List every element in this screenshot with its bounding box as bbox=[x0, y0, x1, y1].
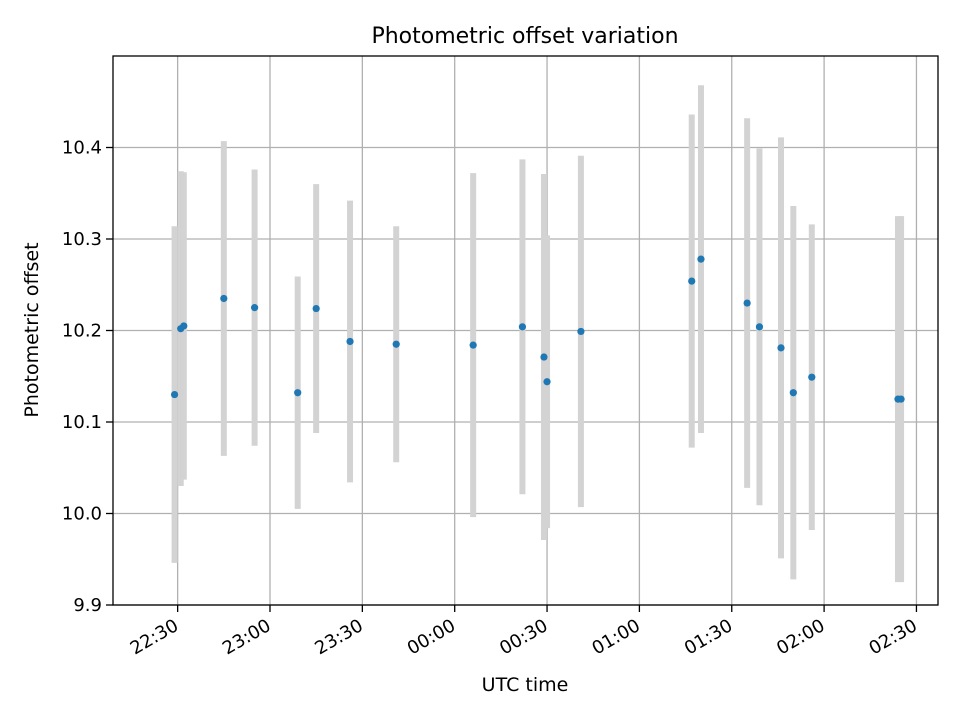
error-bars bbox=[171, 85, 905, 583]
data-point bbox=[180, 322, 188, 330]
x-axis-label: UTC time bbox=[482, 674, 569, 696]
data-point bbox=[220, 294, 228, 303]
y-tick-label: 10.1 bbox=[62, 412, 102, 433]
data-point bbox=[777, 344, 785, 352]
data-point bbox=[518, 323, 527, 331]
data-point bbox=[697, 255, 705, 263]
data-point bbox=[577, 327, 585, 336]
data-point bbox=[392, 340, 400, 348]
x-tick-label: 22:30 bbox=[127, 615, 182, 659]
y-tick-label: 10.4 bbox=[62, 138, 102, 159]
data-point bbox=[312, 304, 320, 313]
data-point bbox=[789, 389, 797, 397]
data-point bbox=[540, 353, 548, 361]
data-point bbox=[346, 337, 354, 346]
y-axis-label: Photometric offset bbox=[21, 242, 43, 417]
data-point bbox=[294, 389, 302, 397]
data-point bbox=[808, 373, 816, 381]
data-point bbox=[743, 299, 751, 307]
data-points bbox=[170, 255, 905, 403]
x-tick-label: 02:30 bbox=[866, 615, 921, 659]
y-tick-label: 9.9 bbox=[73, 595, 102, 616]
data-point bbox=[755, 323, 764, 331]
x-tick-label: 23:30 bbox=[311, 615, 366, 659]
data-point bbox=[897, 395, 905, 403]
chart-title: Photometric offset variation bbox=[371, 24, 678, 49]
x-tick-label: 00:00 bbox=[404, 615, 459, 659]
data-point bbox=[251, 304, 259, 312]
x-tick-label: 01:00 bbox=[588, 615, 643, 659]
x-tick-label: 02:00 bbox=[773, 615, 828, 659]
data-point bbox=[170, 390, 179, 399]
x-tick-label: 23:00 bbox=[219, 615, 274, 659]
x-tick-label: 00:30 bbox=[496, 615, 551, 659]
x-axis-ticks: 22:30 23:00 23:30 00:00 00:30 01:00 01:30 02:00… bbox=[127, 605, 921, 659]
data-point bbox=[688, 277, 696, 285]
data-point bbox=[543, 378, 551, 386]
y-tick-label: 10.0 bbox=[62, 504, 102, 525]
x-tick-label: 01:30 bbox=[681, 615, 736, 659]
data-point bbox=[469, 341, 477, 349]
y-axis-ticks: 9.9 10.0 10.1 10.2 10.3 10.4 bbox=[62, 138, 113, 616]
y-tick-label: 10.3 bbox=[62, 229, 102, 250]
y-tick-label: 10.2 bbox=[62, 321, 102, 342]
